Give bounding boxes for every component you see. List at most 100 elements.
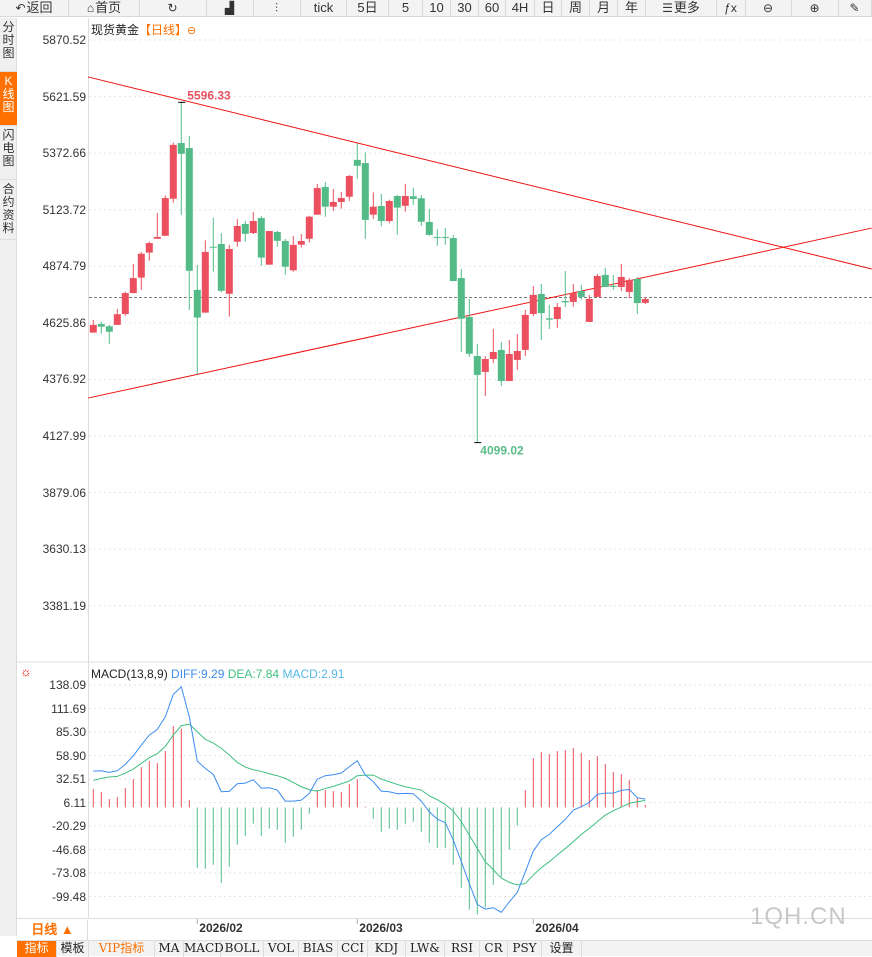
candle-up [401, 196, 409, 206]
indicator-tab[interactable]: PSY [508, 941, 542, 957]
toolbar-button-0[interactable]: ↶返回 [0, 0, 69, 17]
toolbar-button-zoom-in[interactable]: ⊕ [792, 0, 839, 17]
candle-down [97, 323, 105, 327]
macd-tick-label: 58.90 [55, 748, 86, 763]
period-selector[interactable]: 日线 ▲ [18, 920, 88, 940]
toolbar-button-7[interactable]: 5 [389, 0, 423, 17]
indicator-tab[interactable]: CCI [338, 941, 368, 957]
candle-down [281, 241, 289, 267]
trendline [87, 227, 872, 399]
candle-up [121, 293, 129, 314]
toolbar-label: 月 [596, 0, 610, 15]
indicator-tab[interactable]: CR [480, 941, 508, 957]
macd-tick-label: 6.11 [63, 795, 86, 810]
instrument-name: 现货黄金 [91, 23, 140, 37]
candle-down [273, 231, 281, 241]
price-tick-label: 4874.79 [42, 259, 86, 274]
candle-up [249, 221, 257, 234]
macd-tick-label: 32.51 [55, 772, 86, 786]
candle-down [497, 349, 505, 382]
dea-line [93, 723, 646, 886]
candle-down [465, 316, 473, 354]
toolbar-button-candlestick[interactable]: ⫶ [254, 0, 301, 17]
indicator-tab[interactable]: RSI [445, 941, 480, 957]
sun-settings-icon[interactable]: ☼ [20, 664, 32, 679]
home-icon: ⌂ [86, 1, 95, 15]
candle-down [257, 218, 265, 258]
candle-down [417, 198, 425, 222]
dea-value: DEA:7.84 [227, 667, 280, 681]
candle-up [89, 324, 97, 333]
candle-down [361, 163, 369, 220]
candle-up [233, 226, 241, 242]
settings-circle-icon[interactable]: ⊖ [187, 25, 197, 37]
candle-up [161, 198, 169, 236]
y-axis-line [88, 18, 89, 918]
indicator-tab[interactable]: VOL [264, 941, 299, 957]
toolbar-label: 5 [401, 0, 410, 15]
candle-up [521, 314, 529, 350]
candle-up [289, 244, 297, 271]
toolbar-label: 4H [511, 0, 529, 15]
candle-down [457, 278, 465, 319]
sidebar-tab-flash[interactable]: 闪电图 [0, 126, 17, 180]
toolbar-button-zoom-out[interactable]: ⊖ [746, 0, 792, 17]
toolbar-button-6[interactable]: 5日 [347, 0, 389, 17]
candle-up [201, 251, 209, 313]
toolbar-button-8[interactable]: 10 [423, 0, 451, 17]
candle-up [625, 279, 633, 292]
toolbar-label: 更多 [673, 0, 700, 15]
toolbar-button-bar-chart[interactable]: ▟ [207, 0, 254, 17]
price-tick-label: 5870.52 [42, 33, 86, 47]
macd-tick-label: -99.48 [51, 889, 86, 904]
candle-up [481, 358, 489, 372]
toolbar-label: 周 [568, 0, 582, 15]
indicator-tab[interactable]: KDJ [368, 941, 406, 957]
candle-down [321, 186, 329, 207]
toolbar-button-9[interactable]: 30 [451, 0, 479, 17]
toolbar-button-16[interactable]: ☰更多 [646, 0, 717, 17]
candle-up [369, 206, 377, 215]
candle-up [313, 188, 321, 215]
toolbar-button-13[interactable]: 周 [562, 0, 590, 17]
candle-up [505, 353, 513, 382]
toolbar-button-12[interactable]: 日 [535, 0, 562, 17]
sidebar-tab-timeshare[interactable]: 分时图 [0, 18, 17, 72]
sidebar-tab-contract-info[interactable]: 合约资料 [0, 180, 17, 240]
indicator-tab[interactable]: LW& [406, 941, 445, 957]
toolbar-button-1[interactable]: ⌂首页 [69, 0, 140, 17]
indicator-tab[interactable]: 指标 [17, 941, 57, 957]
function-icon: ƒx [724, 1, 737, 15]
price-tick-label: 4127.99 [42, 429, 86, 444]
indicator-tab[interactable]: MACD [184, 941, 224, 957]
indicator-tab[interactable]: 模板 [57, 941, 89, 957]
indicator-tab[interactable]: BIAS [299, 941, 338, 957]
diff-value: DIFF:9.29 [171, 667, 225, 681]
candle-up [129, 278, 137, 294]
toolbar-button-5[interactable]: tick [301, 0, 347, 17]
indicator-tab[interactable]: 设置 [542, 941, 582, 957]
toolbar-label: 返回 [26, 0, 53, 15]
toolbar-button-function[interactable]: ƒx [717, 0, 746, 17]
price-tick-label: 3381.19 [42, 598, 86, 613]
candle-up [345, 176, 353, 197]
macd-tick-label: 111.69 [51, 701, 86, 716]
candle-up [297, 241, 305, 245]
toolbar-button-15[interactable]: 年 [618, 0, 646, 17]
toolbar-button-10[interactable]: 60 [479, 0, 506, 17]
candle-down [601, 274, 609, 287]
toolbar-button-refresh[interactable]: ↻ [140, 0, 207, 17]
indicator-tab[interactable]: VIP指标 [89, 941, 155, 957]
candle-down [561, 301, 569, 303]
indicator-tab[interactable]: MA [155, 941, 184, 957]
candle-down [193, 289, 201, 318]
low-price-label: 4099.02 [480, 444, 524, 458]
sidebar-tab-kline[interactable]: K线图 [0, 72, 17, 126]
candle-up [145, 243, 153, 253]
toolbar-button-14[interactable]: 月 [590, 0, 618, 17]
indicator-tab[interactable]: BOLL [221, 941, 264, 957]
candle-down [241, 223, 249, 234]
price-tick-label: 4376.92 [42, 372, 86, 387]
toolbar-button-11[interactable]: 4H [506, 0, 535, 17]
